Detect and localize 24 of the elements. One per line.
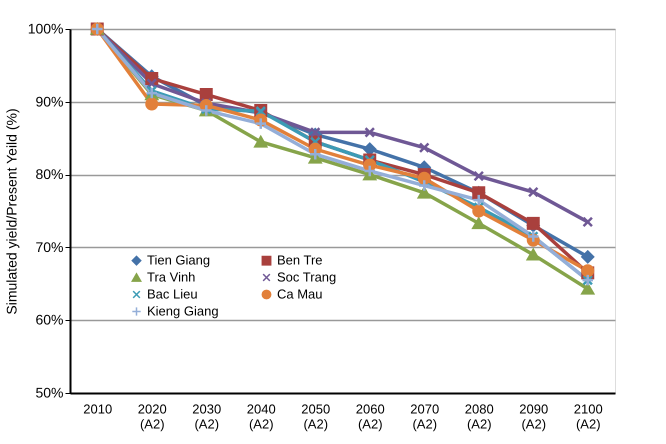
- x-tick-label: 2060 (A2): [356, 402, 385, 432]
- y-tick-label: 100%: [28, 20, 64, 36]
- x-tick-label: 2040 (A2): [246, 402, 276, 432]
- x-tick-label: 2020 (A2): [138, 402, 167, 432]
- legend-label: Tra Vinh: [147, 270, 196, 284]
- legend-label: Ca Mau: [277, 286, 323, 302]
- y-tick-label: 70%: [35, 238, 64, 255]
- x-tick-label: 2050 (A2): [301, 402, 330, 432]
- y-tick-label: 60%: [35, 312, 64, 328]
- x-tick-label: 2080 (A2): [464, 402, 494, 432]
- x-tick-label: 2100 (A2): [574, 402, 603, 432]
- legend-label: Bac Lieu: [147, 286, 198, 302]
- y-axis-title: Simulated yield/Present Yeild (%): [4, 108, 20, 315]
- legend-label: Tien Giang: [147, 252, 210, 268]
- x-tick-label: 2010: [83, 402, 112, 416]
- x-tick-label: 2090 (A2): [519, 402, 548, 432]
- y-tick-label: 90%: [35, 93, 64, 110]
- y-tick-label: 80%: [35, 166, 64, 182]
- legend-label: Soc Trang: [277, 270, 336, 284]
- y-tick-label: 50%: [35, 384, 64, 400]
- legend-label: Ben Tre: [277, 252, 323, 268]
- legend-label: Kieng Giang: [147, 304, 219, 318]
- x-tick-label: 2030 (A2): [192, 402, 222, 432]
- x-tick-label: 2070 (A2): [410, 402, 440, 432]
